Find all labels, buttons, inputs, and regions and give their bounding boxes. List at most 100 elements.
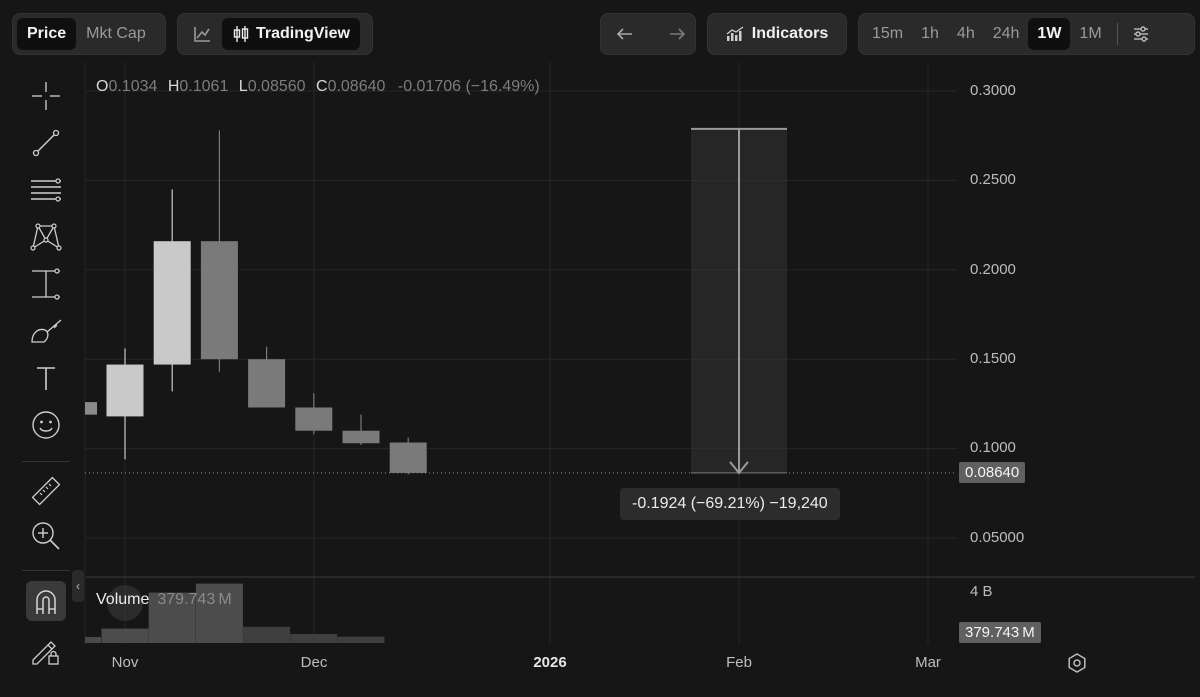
volume-bar (148, 592, 196, 643)
axis-settings-icon[interactable] (1066, 652, 1088, 674)
horizontal-lines-tool[interactable] (28, 172, 64, 208)
change-value: -0.01706 (−16.49%) (397, 78, 540, 95)
collapse-toolbar-handle[interactable]: ‹ (72, 570, 84, 602)
chevron-left-icon: ‹ (76, 579, 80, 593)
volume-legend: Volume 379.743 M (96, 591, 232, 609)
volume-title: Volume (96, 591, 150, 608)
timeframe-4h-button[interactable]: 4h (956, 25, 975, 42)
measurement-tooltip: -0.1924 (−69.21%) −19,240 (620, 488, 840, 520)
timeframe-list: 15m 1h 4h 24h 1W 1M (863, 18, 1111, 50)
time-axis-label: Feb (726, 654, 752, 671)
zoom-in-tool[interactable] (28, 518, 64, 554)
chart-type-toggle: TradingView (177, 13, 373, 55)
candle-body (200, 241, 238, 360)
timeframe-1m-button[interactable]: 1M (1079, 25, 1102, 42)
time-axis-label: Dec (300, 654, 328, 671)
time-axis-label: Mar (915, 654, 941, 671)
text-icon (37, 367, 55, 390)
lock-drawing-tool[interactable] (28, 632, 64, 668)
price-axis-label: 0.05000 (970, 529, 1025, 546)
indicators-label: Indicators (751, 25, 829, 42)
volume-bar (195, 583, 243, 643)
close-label: C (316, 78, 328, 95)
lock-drawing-icon (32, 641, 59, 665)
volume-bar (101, 628, 149, 643)
volume-value: 379.743 M (157, 591, 232, 608)
tradingview-tab[interactable]: TradingView (222, 18, 360, 50)
time-axis-label: 2026 (533, 654, 567, 671)
arrow-left-icon (616, 28, 632, 40)
measure-vertical-icon (32, 268, 60, 300)
measure-vertical-tool[interactable] (28, 266, 64, 302)
magnet-icon (36, 590, 56, 614)
ohlc-legend: O0.1034 H0.1061 L0.08560 C0.08640 -0.017… (96, 78, 540, 96)
timeframe-15m-button[interactable]: 15m (872, 25, 904, 42)
ruler-icon (31, 476, 61, 506)
ruler-tool[interactable] (28, 473, 64, 509)
price-axis-label: 0.3000 (970, 82, 1016, 99)
price-axis-label: 0.1000 (970, 439, 1016, 456)
timeframe-24h-button[interactable]: 24h (992, 25, 1020, 42)
volume-bar (243, 626, 291, 643)
back-button[interactable] (605, 18, 645, 50)
current-price-tag: 0.08640 (959, 462, 1026, 483)
crosshair-icon (32, 82, 60, 110)
volume-bar (85, 637, 101, 643)
candle-body (389, 442, 427, 473)
chart-settings-button[interactable] (1124, 18, 1158, 50)
measurement-arrow-head (729, 461, 749, 475)
view-toggle: Price Mkt Cap (12, 13, 166, 55)
candle-body (106, 364, 144, 417)
zoom-in-icon (32, 522, 60, 550)
emoji-tool[interactable] (28, 407, 64, 443)
line-chart-button[interactable] (182, 18, 222, 50)
top-bar: Price Mkt Cap TradingView (0, 0, 1200, 68)
indicators-button[interactable]: Indicators (707, 13, 847, 55)
price-tab[interactable]: Price (17, 18, 77, 50)
price-axis-label: 0.2000 (970, 261, 1016, 278)
time-axis-label: Nov (111, 654, 139, 671)
magnet-tool[interactable] (26, 581, 66, 621)
arrow-right-icon (670, 28, 686, 40)
trend-line-tool[interactable] (28, 125, 64, 161)
tradingview-label: TradingView (256, 25, 350, 42)
toolbar-separator (22, 461, 70, 462)
line-chart-icon (194, 27, 210, 42)
candle-body (85, 402, 97, 415)
trend-line-icon (32, 129, 60, 157)
candle-body (342, 430, 380, 444)
low-value: 0.08560 (247, 78, 306, 95)
drawing-toolbar (22, 70, 70, 697)
timeframe-separator (1116, 23, 1118, 45)
volume-axis-label: 4 B (970, 583, 993, 600)
volume-bar (337, 636, 385, 643)
timeframe-selector: 15m 1h 4h 24h 1W 1M (858, 13, 1195, 55)
sliders-icon (1133, 26, 1148, 42)
timeframe-1h-button[interactable]: 1h (921, 25, 939, 42)
forward-button[interactable] (657, 18, 697, 50)
timeframe-1w-button[interactable]: 1W (1028, 18, 1071, 50)
candle-body (248, 359, 286, 408)
crosshair-tool[interactable] (28, 78, 64, 114)
price-axis-label: 0.2500 (970, 171, 1016, 188)
nav-buttons (600, 13, 696, 55)
current-volume-tag: 379.743 M (959, 622, 1041, 643)
volume-bar (290, 634, 338, 643)
candle-body (295, 407, 333, 431)
open-label: O (96, 78, 109, 95)
pattern-tool[interactable] (28, 219, 64, 255)
high-label: H (167, 78, 180, 95)
bar-chart-icon (726, 26, 744, 41)
toolbar-separator (22, 570, 70, 571)
close-value: 0.08640 (327, 78, 386, 95)
pattern-icon (30, 223, 62, 251)
brush-tool[interactable] (28, 313, 64, 349)
tradingview-logo-watermark (107, 585, 143, 621)
brush-icon (31, 319, 62, 343)
text-tool[interactable] (28, 360, 64, 396)
candles-icon (233, 26, 249, 42)
emoji-icon (32, 411, 60, 439)
mkt-cap-tab[interactable]: Mkt Cap (86, 25, 146, 42)
